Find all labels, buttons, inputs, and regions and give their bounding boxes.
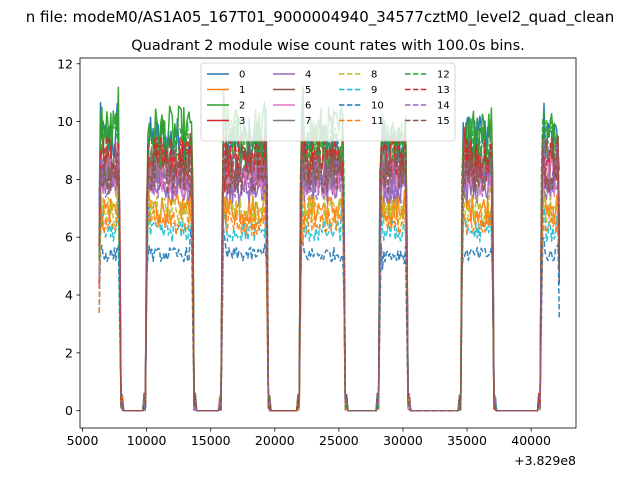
series-12-line xyxy=(98,109,561,412)
series-layer xyxy=(98,86,561,412)
y-tick-label: 2 xyxy=(65,345,73,360)
series-13-line xyxy=(98,126,561,412)
x-offset-label: +3.829e8 xyxy=(514,453,576,468)
x-tick-label: 5000 xyxy=(67,433,99,448)
legend-label-4: 4 xyxy=(305,70,311,81)
legend-label-3: 3 xyxy=(239,116,245,127)
legend-label-5: 5 xyxy=(305,85,311,96)
series-0-line xyxy=(98,102,561,412)
figure-suptitle: n file: modeM0/AS1A05_167T01_9000004940_… xyxy=(26,8,615,27)
x-tick-label: 40000 xyxy=(511,433,551,448)
legend-label-6: 6 xyxy=(305,101,311,112)
legend-label-15: 15 xyxy=(437,116,450,127)
x-tick-label: 15000 xyxy=(191,433,231,448)
y-axis: 0 2 4 6 8 10 12 xyxy=(57,56,80,418)
legend-label-8: 8 xyxy=(371,70,377,81)
legend-label-14: 14 xyxy=(437,101,450,112)
legend-label-13: 13 xyxy=(437,85,450,96)
legend-label-11: 11 xyxy=(371,116,384,127)
legend-label-10: 10 xyxy=(371,101,384,112)
legend-label-2: 2 xyxy=(239,101,245,112)
series-10-line xyxy=(98,226,561,412)
y-tick-label: 4 xyxy=(65,288,73,303)
series-15-line xyxy=(98,135,561,412)
x-tick-label: 30000 xyxy=(383,433,423,448)
y-tick-label: 0 xyxy=(65,403,73,418)
x-tick-label: 35000 xyxy=(447,433,487,448)
legend-label-0: 0 xyxy=(239,70,245,81)
y-tick-label: 6 xyxy=(65,230,73,245)
x-axis: 5000 10000 15000 20000 25000 30000 35000 40000 xyxy=(67,428,551,448)
x-tick-label: 25000 xyxy=(319,433,359,448)
series-14-line xyxy=(98,144,561,412)
legend-label-7: 7 xyxy=(305,116,311,127)
y-tick-label: 10 xyxy=(57,114,73,129)
x-tick-label: 20000 xyxy=(255,433,295,448)
series-1-line xyxy=(98,174,561,412)
legend-box xyxy=(200,62,456,142)
legend-label-9: 9 xyxy=(371,85,377,96)
legend-label-12: 12 xyxy=(437,70,450,81)
plot-frame xyxy=(79,57,577,429)
y-tick-label: 8 xyxy=(65,172,73,187)
y-tick-label: 12 xyxy=(57,56,73,71)
x-tick-label: 10000 xyxy=(127,433,167,448)
series-11-line xyxy=(98,189,561,412)
legend-label-1: 1 xyxy=(239,85,245,96)
chart-title: Quadrant 2 module wise count rates with … xyxy=(131,38,525,54)
